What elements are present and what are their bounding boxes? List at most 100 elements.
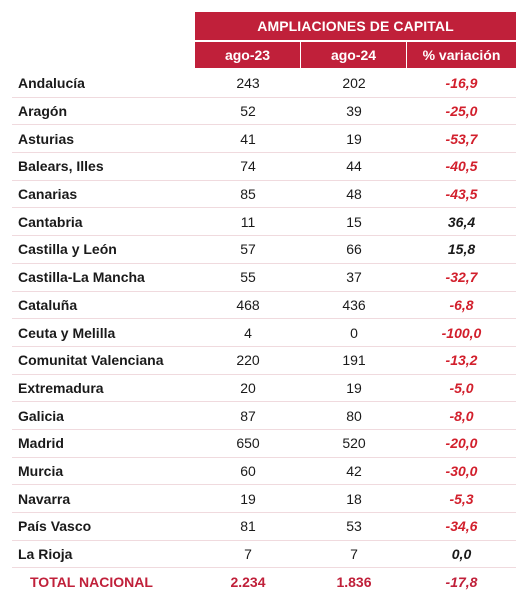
region-name: Aragón [12,97,195,126]
data-table: Andalucía 243 202 -16,9 Aragón 52 39 -25,0 Astur… [12,70,516,596]
value-variation: -32,7 [407,263,516,292]
table-row: Galicia 87 80 -8,0 [12,401,516,430]
table-row: Castilla-La Mancha 55 37 -32,7 [12,263,516,292]
value-ago-23: 19 [195,484,301,513]
value-ago-24: 80 [301,401,407,430]
total-ago-23: 2.234 [195,567,301,596]
value-variation: -6,8 [407,291,516,320]
table-row: Asturias 41 19 -53,7 [12,124,516,154]
region-name: Cantabria [12,207,195,237]
region-name: Extremadura [12,374,195,403]
value-ago-23: 52 [195,97,301,126]
region-name: Canarias [12,180,195,209]
value-variation: -53,7 [407,124,516,154]
value-ago-23: 55 [195,263,301,292]
region-name: Balears, Illes [12,152,195,181]
region-name: Andalucía [12,70,195,98]
column-header-variation: % variación [407,42,516,68]
table-row: Madrid 650 520 -20,0 [12,429,516,458]
value-ago-24: 7 [301,540,407,569]
region-name: Ceuta y Melilla [12,318,195,347]
region-name: La Rioja [12,540,195,569]
value-ago-23: 243 [195,70,301,98]
header-spacer [12,42,195,68]
total-ago-24: 1.836 [301,567,407,596]
column-header-row: ago-23 ago-24 % variación [12,42,516,68]
header-spacer [12,12,195,40]
table-row: La Rioja 7 7 0,0 [12,540,516,569]
value-variation: 36,4 [407,207,516,237]
value-variation: -16,9 [407,70,516,98]
value-ago-24: 202 [301,70,407,98]
value-variation: -100,0 [407,318,516,347]
value-ago-23: 60 [195,457,301,486]
value-ago-23: 57 [195,235,301,264]
value-variation: -30,0 [407,457,516,486]
value-variation: -25,0 [407,97,516,126]
total-row: TOTAL NACIONAL 2.234 1.836 -17,8 [12,567,516,596]
group-header-title: AMPLIACIONES DE CAPITAL [195,12,516,40]
table-row: País Vasco 81 53 -34,6 [12,512,516,541]
value-variation: -5,3 [407,484,516,513]
value-ago-23: 41 [195,124,301,154]
value-ago-23: 220 [195,346,301,375]
table-row: Andalucía 243 202 -16,9 [12,70,516,98]
value-ago-23: 468 [195,291,301,320]
region-name: Navarra [12,484,195,513]
value-ago-23: 20 [195,374,301,403]
table-row: Extremadura 20 19 -5,0 [12,374,516,403]
value-variation: -8,0 [407,401,516,430]
region-name: Murcia [12,457,195,486]
table-row: Cantabria 11 15 36,4 [12,207,516,237]
value-ago-24: 18 [301,484,407,513]
region-name: Castilla-La Mancha [12,263,195,292]
value-ago-23: 74 [195,152,301,181]
value-ago-24: 37 [301,263,407,292]
table-row: Canarias 85 48 -43,5 [12,180,516,209]
value-variation: -20,0 [407,429,516,458]
column-header-ago-23: ago-23 [195,42,300,68]
value-ago-24: 48 [301,180,407,209]
value-ago-24: 44 [301,152,407,181]
value-ago-23: 650 [195,429,301,458]
value-variation: -34,6 [407,512,516,541]
region-name: Galicia [12,401,195,430]
region-name: Comunitat Valenciana [12,346,195,375]
table-row: Navarra 19 18 -5,3 [12,484,516,513]
value-variation: -43,5 [407,180,516,209]
table-row: Aragón 52 39 -25,0 [12,97,516,126]
region-name: Madrid [12,429,195,458]
table-row: Murcia 60 42 -30,0 [12,457,516,486]
value-ago-24: 53 [301,512,407,541]
value-ago-24: 520 [301,429,407,458]
total-label: TOTAL NACIONAL [12,567,195,596]
value-ago-23: 85 [195,180,301,209]
value-variation: -5,0 [407,374,516,403]
value-ago-24: 15 [301,207,407,237]
value-ago-24: 0 [301,318,407,347]
value-ago-23: 4 [195,318,301,347]
table-row: Ceuta y Melilla 4 0 -100,0 [12,318,516,347]
value-variation: -40,5 [407,152,516,181]
value-ago-24: 19 [301,374,407,403]
value-ago-23: 81 [195,512,301,541]
capital-increase-table: AMPLIACIONES DE CAPITAL ago-23 ago-24 % … [12,12,516,596]
value-ago-24: 66 [301,235,407,264]
total-variation: -17,8 [407,567,516,596]
value-ago-24: 39 [301,97,407,126]
value-ago-24: 436 [301,291,407,320]
table-row: Cataluña 468 436 -6,8 [12,291,516,320]
table-body: Andalucía 243 202 -16,9 Aragón 52 39 -25,0 Astur… [12,70,516,596]
table-row: Castilla y León 57 66 15,8 [12,235,516,264]
group-header-band: AMPLIACIONES DE CAPITAL [12,12,516,40]
value-ago-24: 19 [301,124,407,154]
value-variation: 15,8 [407,235,516,264]
table-row: Comunitat Valenciana 220 191 -13,2 [12,346,516,375]
value-variation: -13,2 [407,346,516,375]
value-ago-23: 87 [195,401,301,430]
region-name: Castilla y León [12,235,195,264]
value-variation: 0,0 [407,540,516,569]
region-name: Asturias [12,124,195,154]
region-name: País Vasco [12,512,195,541]
value-ago-24: 191 [301,346,407,375]
